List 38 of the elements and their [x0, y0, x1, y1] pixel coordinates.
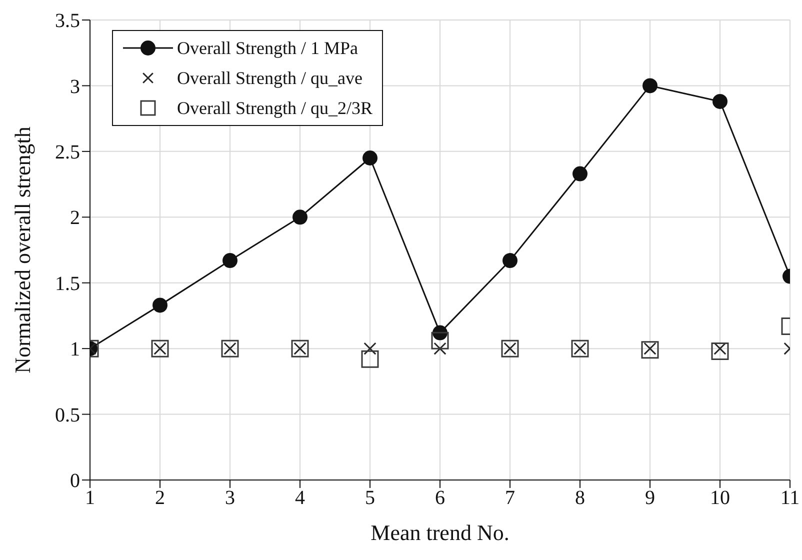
- y-tick-label: 3: [70, 76, 80, 98]
- y-tick-label: 0: [70, 470, 80, 492]
- point: [222, 253, 238, 268]
- legend-label: Overall Strength / qu_2/3R: [177, 98, 372, 118]
- point: [362, 150, 378, 166]
- point: [152, 298, 168, 313]
- y-tick-label: 2.5: [55, 142, 80, 164]
- y-axis-title: Normalized overall strength: [10, 126, 35, 374]
- x-tick-label: 7: [505, 487, 515, 510]
- point: [434, 342, 446, 355]
- x-tick-label: 1: [85, 487, 95, 510]
- point: [642, 78, 658, 94]
- y-tick-label: 2: [70, 207, 80, 230]
- x-tick-label: 4: [295, 487, 305, 510]
- point: [364, 342, 376, 355]
- point: [292, 210, 308, 225]
- x-tick-label: 8: [575, 487, 585, 510]
- x-axis-title: Mean trend No.: [370, 520, 510, 545]
- point: [361, 350, 379, 368]
- x-tick-label: 2: [155, 487, 165, 510]
- x-tick-label: 11: [780, 487, 800, 510]
- point: [712, 94, 728, 109]
- legend-label: Overall Strength / 1 MPa: [177, 38, 358, 58]
- point: [572, 166, 588, 182]
- y-tick-label: 0.5: [55, 404, 80, 426]
- x-tick-label: 10: [710, 487, 730, 510]
- point: [502, 253, 518, 268]
- x-tick-label: 3: [225, 487, 235, 510]
- x-tick-label: 6: [435, 487, 445, 510]
- point: [711, 342, 729, 360]
- y-tick-label: 1.5: [55, 272, 80, 295]
- x-tick-label: 9: [645, 487, 655, 510]
- legend-label: Overall Strength / qu_ave: [177, 68, 362, 88]
- x-tick-label: 5: [365, 487, 375, 510]
- y-tick-label: 1: [70, 338, 80, 361]
- point: [641, 341, 659, 359]
- point: [431, 332, 449, 350]
- y-tick-label: 3.5: [55, 10, 80, 32]
